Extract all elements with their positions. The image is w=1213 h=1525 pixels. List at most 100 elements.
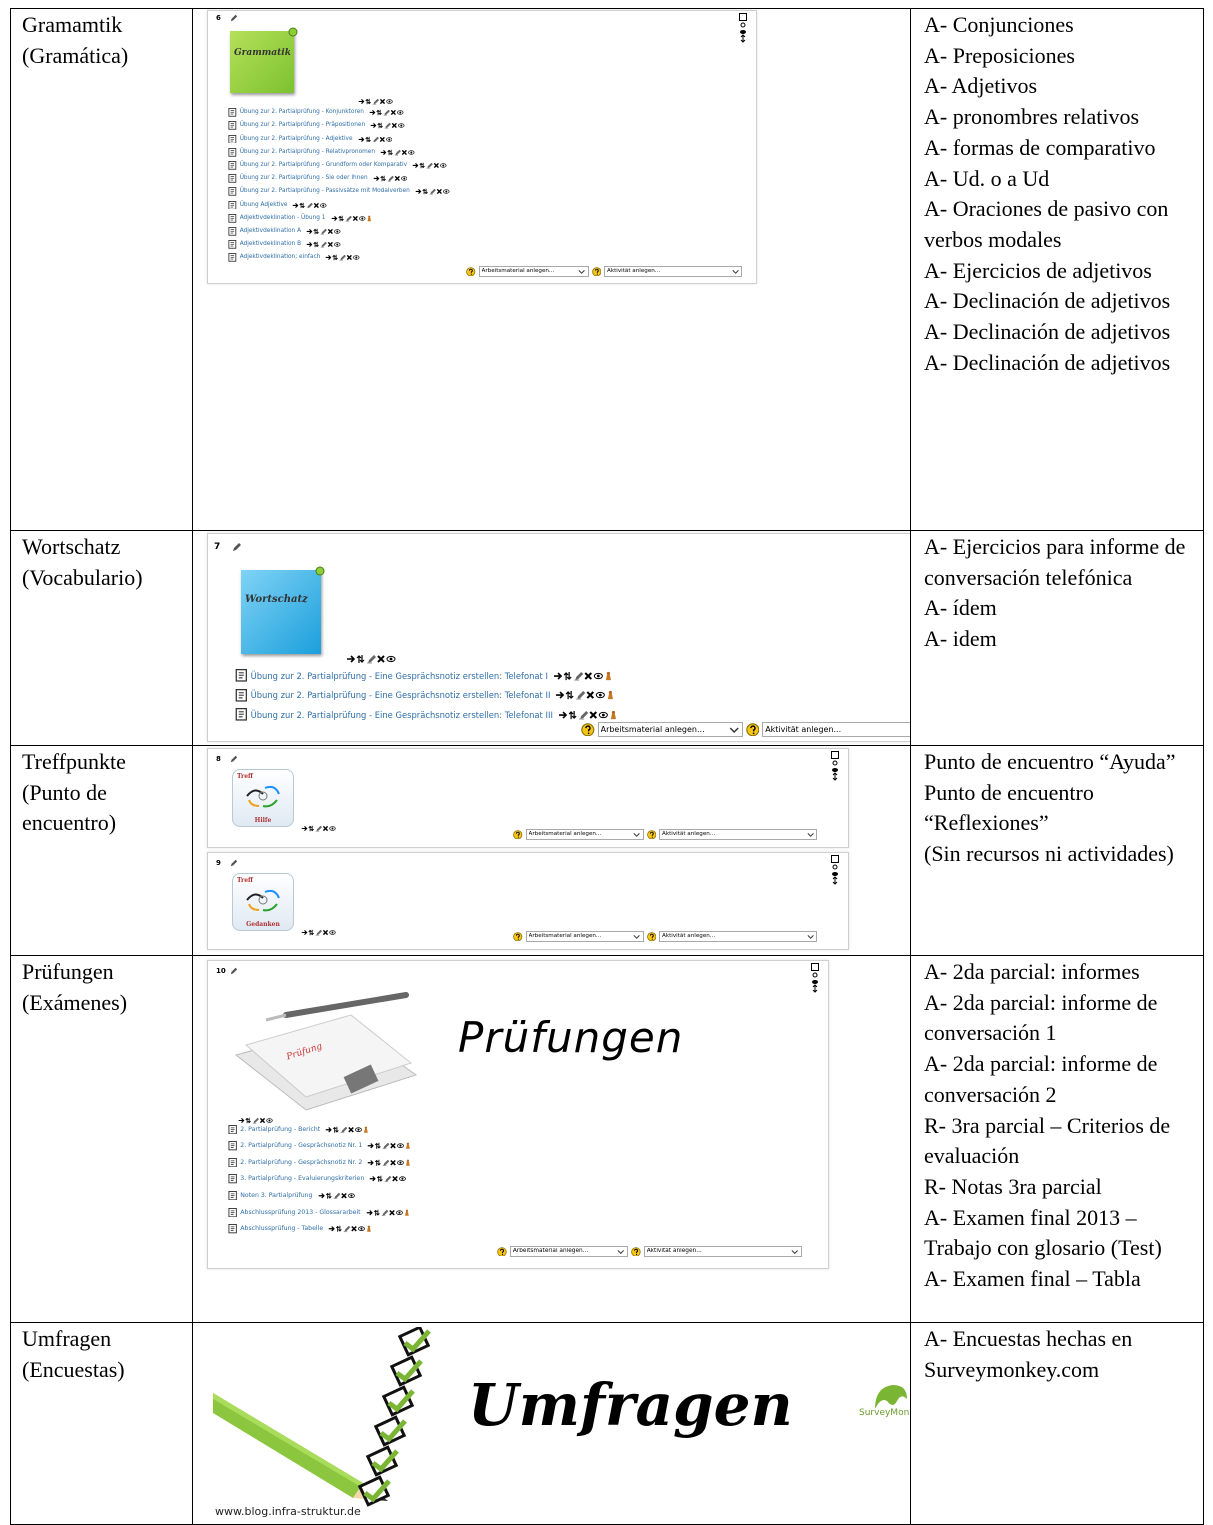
activity-link: 2. Partialprüfung - Gesprächsnotiz Nr. 2 (240, 1158, 363, 1166)
section-actions (346, 646, 396, 664)
item: Punto de encuentro “Ayuda” (924, 749, 1176, 774)
section-number: 10 (216, 967, 226, 975)
icon-shape (367, 215, 370, 218)
help-icon (581, 723, 595, 737)
icon-shape (357, 1327, 431, 1507)
icon-shape (375, 1142, 382, 1149)
icon-shape (749, 725, 756, 732)
icon-shape (230, 859, 238, 867)
edit-icon (230, 14, 238, 22)
activity-link-row: 2. Partialprüfung - Bericht (228, 1121, 369, 1138)
icon-shape (228, 1174, 237, 1184)
icon-shape (228, 253, 237, 263)
image-subtext: Hilfe (254, 817, 272, 824)
table-border (1203, 8, 1204, 1525)
icon-shape (617, 1249, 625, 1254)
icon-shape (568, 710, 577, 719)
icon-shape (440, 163, 447, 168)
item: A- Ud. o a Ud (924, 165, 1050, 191)
item: A- formas de comparativo (924, 134, 1156, 160)
icon-shape (610, 713, 616, 719)
icon-shape (831, 855, 839, 863)
icon-shape (213, 1393, 363, 1487)
icon-shape (347, 655, 356, 663)
icon-shape (513, 931, 523, 941)
section-image: Treff Hilfe (232, 769, 294, 827)
icon-shape (235, 708, 247, 722)
icon-shape (228, 227, 237, 236)
activity-link: Adjektivdeklination B (239, 241, 302, 248)
icon-shape (363, 1479, 391, 1503)
item: A- Ejercicios de adjetivos (924, 257, 1152, 283)
icon-shape (394, 176, 400, 182)
action-icons (301, 929, 336, 936)
row-label: Umfragen (Encuestas) (22, 1324, 182, 1385)
activity-link-row: Adjektivdeklination; einfach (228, 251, 360, 264)
icon-shape (407, 1142, 410, 1146)
icon-shape (387, 138, 390, 140)
icon-shape (381, 1209, 388, 1216)
activity-link-row: Übung zur 2. Partialprüfung - Grundform … (228, 159, 447, 172)
icon-shape (575, 671, 584, 680)
moodle-section: 10 Prüfung Prüfungen 2. Partialprüfung - Be… (207, 960, 829, 1269)
icon-shape (230, 1126, 235, 1132)
activity-icon (228, 227, 237, 236)
icon-shape (230, 123, 235, 128)
activity-link-row: Übung zur 2. Partialprüfung - Sie oder I… (228, 172, 408, 185)
icon-shape (399, 1176, 407, 1182)
item: A- Declinación de adjetivos (924, 288, 1171, 314)
icon-shape (812, 972, 818, 978)
action-icons (306, 241, 341, 248)
icon-shape (383, 1159, 390, 1166)
icon-shape (301, 825, 308, 831)
icon-shape (377, 122, 383, 129)
item-list: A- Encuestas hechas en Surveymonkey.com (924, 1324, 1200, 1385)
icon-shape (388, 100, 391, 102)
arrows (245, 886, 281, 914)
add-menus: Arbeitsmaterial anlegen... Aktivität anle… (510, 931, 818, 942)
table-border (10, 1322, 1204, 1323)
icon-shape (513, 931, 523, 941)
icon-shape (391, 123, 398, 129)
section-controls (739, 13, 748, 43)
image-text: Wortschatz (245, 593, 308, 605)
activity-icon (235, 688, 248, 702)
icon-shape (445, 190, 448, 193)
item: A- Ejercicios para informe de conversaci… (924, 534, 1186, 590)
icon-shape (412, 162, 447, 169)
icon-shape (517, 836, 519, 838)
activity-link: Adjektivdeklination A (239, 227, 302, 234)
icon-shape (380, 149, 415, 156)
help-icon (745, 723, 760, 737)
icon-shape (307, 202, 314, 208)
icon-shape (596, 692, 606, 699)
icon-shape (347, 255, 353, 261)
icon-shape (811, 963, 819, 971)
icon-shape (336, 1225, 342, 1232)
icon-shape (395, 1209, 403, 1215)
icon-shape (578, 269, 586, 274)
arrows (245, 782, 281, 810)
screenshot-cell: 8 Treff Hilfe Arbeitsmaterial anlegen... Akt… (193, 746, 910, 955)
icon-shape (228, 134, 237, 144)
icon-shape (596, 273, 598, 275)
icon-shape (379, 136, 385, 142)
icon-shape (360, 1227, 363, 1230)
icon-shape (230, 755, 238, 763)
activity-icon (228, 108, 237, 117)
icon-shape (398, 123, 405, 128)
icon-shape (517, 938, 519, 940)
icon-shape (729, 727, 739, 733)
item-list: Punto de encuentro “Ayuda” Punto de encue… (924, 747, 1200, 870)
table-border (10, 745, 1204, 746)
action-icons (238, 1117, 273, 1124)
icon-shape (327, 228, 333, 234)
icon-shape (373, 1209, 380, 1216)
icon-shape (376, 109, 382, 116)
icon-shape (245, 1117, 251, 1123)
moodle-section: 6 Grammatik Übung zur 2. Partialprüfung - … (207, 10, 757, 284)
icon-shape (646, 829, 656, 839)
action-icons (358, 98, 393, 105)
icon-shape (596, 674, 600, 678)
icon-shape (373, 175, 408, 182)
